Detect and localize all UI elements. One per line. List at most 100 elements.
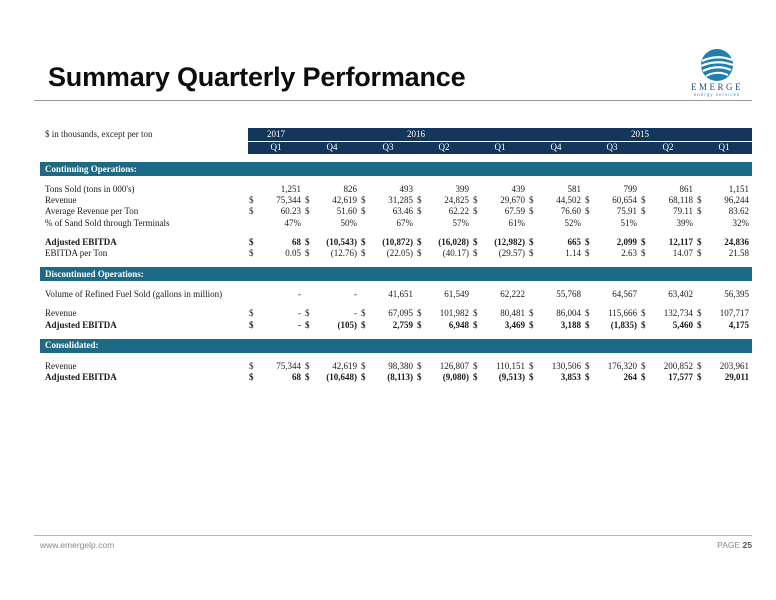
value-2016-q3: 41,651 bbox=[388, 289, 413, 300]
currency-symbol-2015-q1: $ bbox=[697, 206, 702, 217]
value-2016-q3: 67% bbox=[396, 217, 414, 228]
value-2015-q1: 29,011 bbox=[724, 371, 749, 382]
value-2015-q2: 39% bbox=[676, 217, 694, 228]
spacer-row bbox=[40, 176, 752, 184]
quarter-2017-q1: Q1 bbox=[248, 140, 304, 154]
value-2016-q2: (9,080) bbox=[442, 371, 469, 382]
currency-symbol-2016-q1: $ bbox=[473, 319, 478, 330]
value-2016-q1: 80,481 bbox=[500, 308, 525, 319]
value-2016-q4: 50% bbox=[340, 217, 358, 228]
table-row: Average Revenue per Ton $60.23 $51.60 $63.4… bbox=[40, 206, 752, 217]
value-2017-q1: 60.23 bbox=[280, 206, 301, 217]
currency-symbol-2016-q1: $ bbox=[473, 371, 478, 382]
value-2015-q1: 83.62 bbox=[728, 206, 749, 217]
value-2015-q3: 799 bbox=[623, 184, 638, 195]
row-label: Adjusted EBITDA bbox=[45, 319, 117, 330]
year-2017: 2017 bbox=[248, 128, 304, 142]
currency-symbol-2016-q1 bbox=[472, 289, 482, 300]
value-2016-q4: 42,619 bbox=[332, 360, 357, 371]
currency-symbol-2015-q2 bbox=[640, 184, 650, 195]
currency-symbol-2015-q2: $ bbox=[641, 206, 646, 217]
value-2016-q4: (12.76) bbox=[330, 248, 357, 259]
value-2015-q2: 17,577 bbox=[668, 371, 693, 382]
value-2016-q3: 98,380 bbox=[388, 360, 413, 371]
currency-symbol-2016-q3: $ bbox=[361, 236, 366, 247]
section-title: Continuing Operations: bbox=[40, 162, 752, 176]
table-row: Adjusted EBITDA $ - $ (105) $2,759 $6,948 $3,46… bbox=[40, 320, 752, 331]
currency-symbol-2016-q4: $ bbox=[305, 360, 310, 371]
currency-symbol-2015-q2: $ bbox=[641, 308, 646, 319]
value-2015-q3: 51% bbox=[620, 217, 638, 228]
table-row: Tons Sold (tons in 000's) 1,251 826 493 399 4… bbox=[40, 184, 752, 195]
page-title: Summary Quarterly Performance bbox=[48, 62, 466, 92]
value-2016-q3: (22.05) bbox=[386, 248, 413, 259]
quarter-2016-q1: Q1 bbox=[472, 140, 528, 154]
currency-symbol-2016-q3 bbox=[360, 218, 370, 229]
currency-symbol-2016-q3: $ bbox=[361, 308, 366, 319]
quarter-2015-q1: Q1 bbox=[696, 140, 752, 154]
value-2015-q1: 21.58 bbox=[728, 248, 749, 259]
spacer-row bbox=[40, 281, 752, 289]
value-2015-q4: 665 bbox=[567, 236, 582, 247]
value-2016-q1: 3,469 bbox=[504, 319, 525, 330]
spacer-row bbox=[40, 300, 752, 308]
value-2016-q4: (105) bbox=[337, 319, 358, 330]
value-2015-q1: 24,836 bbox=[724, 236, 749, 247]
website-link[interactable]: www.emergelp.com bbox=[40, 540, 115, 550]
table-row: Volume of Refined Fuel Sold (gallons in … bbox=[40, 289, 752, 300]
value-2015-q2: 5,460 bbox=[672, 319, 693, 330]
page-label: PAGE bbox=[717, 540, 741, 550]
value-2016-q3: (8,113) bbox=[387, 371, 413, 382]
row-label: Adjusted EBITDA bbox=[45, 371, 117, 382]
currency-symbol-2016-q4: $ bbox=[305, 248, 310, 259]
table-row: Adjusted EBITDA $68 $ (10,648) $ (8,113) $ (9,0… bbox=[40, 372, 752, 383]
currency-symbol-2015-q3: $ bbox=[585, 319, 590, 330]
quarter-2016-q2: Q2 bbox=[416, 140, 472, 154]
value-2016-q3: 31,285 bbox=[388, 195, 413, 206]
currency-symbol-2016-q2: $ bbox=[417, 206, 422, 217]
currency-symbol-2016-q2: $ bbox=[417, 248, 422, 259]
currency-symbol-2015-q1 bbox=[696, 218, 706, 229]
value-2016-q1: (29.57) bbox=[498, 248, 525, 259]
currency-symbol-2015-q1: $ bbox=[697, 308, 702, 319]
currency-symbol-2015-q1: $ bbox=[697, 236, 702, 247]
year-header-row: $ in thousands, except per ton 2017 2016… bbox=[40, 128, 752, 142]
value-2016-q2: (16,028) bbox=[438, 236, 469, 247]
row-label: Volume of Refined Fuel Sold (gallons in … bbox=[45, 289, 223, 300]
quarterly-table-container: $ in thousands, except per ton 2017 2016… bbox=[40, 128, 752, 383]
currency-symbol-2016-q3: $ bbox=[361, 371, 366, 382]
title-divider bbox=[34, 100, 752, 101]
value-2016-q3: 63.46 bbox=[392, 206, 413, 217]
currency-symbol-2015-q4: $ bbox=[529, 360, 534, 371]
emerge-logo: EMERGE energy services bbox=[682, 48, 752, 100]
currency-symbol-2016-q2: $ bbox=[417, 236, 422, 247]
currency-symbol-2015-q2 bbox=[640, 289, 650, 300]
spacer-row bbox=[40, 259, 752, 267]
value-2015-q2: 68,118 bbox=[668, 195, 693, 206]
currency-symbol-2017-q1: $ bbox=[249, 319, 254, 330]
currency-symbol-2015-q1: $ bbox=[697, 248, 702, 259]
value-2015-q2: 132,734 bbox=[663, 308, 693, 319]
currency-symbol-2015-q4: $ bbox=[529, 371, 534, 382]
currency-symbol-2016-q4: $ bbox=[305, 206, 310, 217]
value-2015-q1: 96,244 bbox=[724, 195, 749, 206]
section-title: Consolidated: bbox=[40, 338, 752, 353]
value-2015-q4: 76.60 bbox=[560, 206, 581, 217]
currency-symbol-2015-q4: $ bbox=[529, 236, 534, 247]
currency-symbol-2016-q4: $ bbox=[305, 308, 310, 319]
currency-symbol-2017-q1: $ bbox=[249, 236, 254, 247]
value-2015-q4: 3,853 bbox=[560, 371, 581, 382]
currency-symbol-2015-q2: $ bbox=[641, 371, 646, 382]
table-row: Revenue $75,344 $42,619 $98,380 $126,807 $110… bbox=[40, 361, 752, 372]
value-2015-q2: 14.07 bbox=[672, 248, 693, 259]
currency-symbol-2015-q3: $ bbox=[585, 248, 590, 259]
table-row: % of Sand Sold through Terminals 47% 50% 67… bbox=[40, 218, 752, 229]
value-2017-q1: 68 bbox=[292, 236, 301, 247]
value-2016-q2: 62.22 bbox=[448, 206, 469, 217]
value-2015-q2: 79.11 bbox=[673, 206, 693, 217]
value-2015-q1: 203,961 bbox=[719, 360, 749, 371]
currency-symbol-2016-q2: $ bbox=[417, 360, 422, 371]
value-2017-q1: 75,344 bbox=[276, 195, 301, 206]
quarter-2015-q3: Q3 bbox=[584, 140, 640, 154]
value-2015-q3: 64,567 bbox=[612, 289, 637, 300]
